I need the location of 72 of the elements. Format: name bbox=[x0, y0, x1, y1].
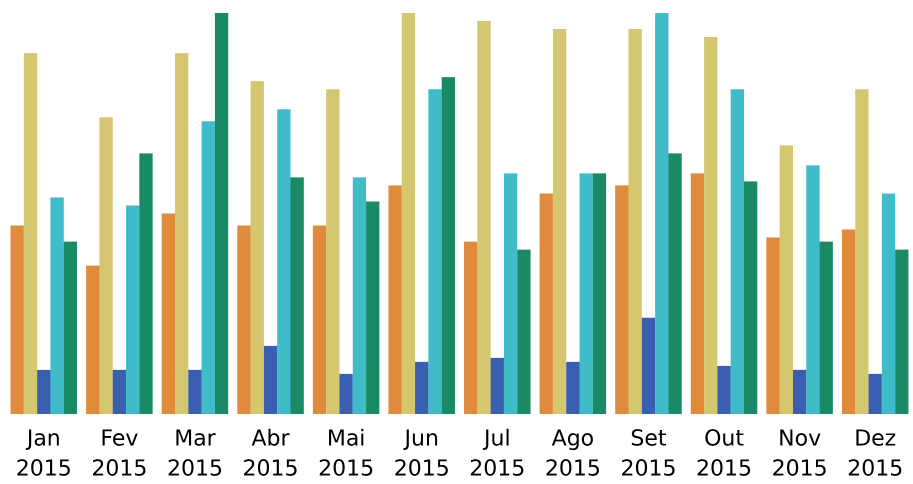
bar bbox=[464, 242, 478, 414]
bar bbox=[64, 242, 78, 414]
bar bbox=[214, 13, 228, 414]
bar bbox=[690, 173, 704, 414]
bar bbox=[175, 53, 188, 414]
bar bbox=[202, 121, 215, 414]
bar bbox=[668, 153, 682, 414]
bar bbox=[277, 109, 290, 414]
bar bbox=[37, 370, 50, 414]
bar bbox=[642, 318, 656, 414]
bar bbox=[552, 29, 566, 414]
x-tick-label: Jan 2015 bbox=[16, 426, 72, 482]
x-tick-label: Set 2015 bbox=[620, 426, 676, 482]
bar bbox=[339, 374, 353, 414]
bar bbox=[86, 266, 100, 414]
bar bbox=[744, 181, 758, 414]
bar bbox=[24, 53, 38, 414]
x-tick-label: Nov 2015 bbox=[772, 426, 828, 482]
bar bbox=[592, 173, 606, 414]
bar bbox=[99, 117, 113, 414]
x-tick-label: Fev 2015 bbox=[91, 426, 148, 482]
x-tick-label: Jun 2015 bbox=[394, 426, 450, 482]
bar bbox=[326, 89, 340, 414]
bar bbox=[428, 89, 442, 414]
x-tick-label: Dez 2015 bbox=[847, 426, 904, 482]
bar bbox=[126, 205, 140, 414]
bar bbox=[490, 358, 504, 414]
bar bbox=[442, 77, 455, 414]
x-tick-label: Mar 2015 bbox=[166, 426, 223, 482]
bar bbox=[139, 153, 153, 414]
bar bbox=[540, 193, 553, 414]
x-tick-label: Abr 2015 bbox=[242, 426, 299, 482]
bar bbox=[628, 29, 642, 414]
bar bbox=[895, 250, 908, 414]
bar bbox=[717, 366, 731, 414]
bar bbox=[766, 238, 780, 414]
bar bbox=[188, 370, 202, 414]
bar bbox=[704, 37, 718, 414]
bar bbox=[112, 370, 126, 414]
x-tick-label: Out 2015 bbox=[696, 426, 752, 482]
bar bbox=[868, 374, 882, 414]
bar bbox=[312, 226, 326, 414]
bar bbox=[366, 201, 380, 414]
bar bbox=[842, 230, 856, 414]
bar bbox=[10, 226, 24, 414]
bar bbox=[352, 177, 366, 414]
bar bbox=[780, 145, 793, 414]
bar bbox=[855, 89, 869, 414]
bar bbox=[792, 370, 806, 414]
bar bbox=[882, 193, 896, 414]
bar bbox=[730, 89, 744, 414]
bar bbox=[655, 13, 668, 414]
bar bbox=[477, 21, 491, 414]
bar bbox=[162, 214, 176, 414]
bar bbox=[402, 13, 416, 414]
x-tick-label: Jul 2015 bbox=[469, 426, 526, 482]
bar bbox=[290, 177, 304, 414]
bar bbox=[580, 173, 593, 414]
bar bbox=[237, 226, 251, 414]
bar bbox=[504, 173, 518, 414]
bar bbox=[615, 185, 629, 414]
bar bbox=[566, 362, 580, 414]
x-tick-label: Mai 2015 bbox=[318, 426, 374, 482]
bar bbox=[806, 165, 820, 414]
bar bbox=[415, 362, 428, 414]
bar bbox=[388, 185, 402, 414]
bar bbox=[264, 346, 278, 414]
bar bbox=[250, 81, 264, 414]
x-tick-label: Ago 2015 bbox=[544, 426, 601, 482]
bar bbox=[820, 242, 833, 414]
bar bbox=[50, 197, 64, 414]
bar bbox=[517, 250, 531, 414]
